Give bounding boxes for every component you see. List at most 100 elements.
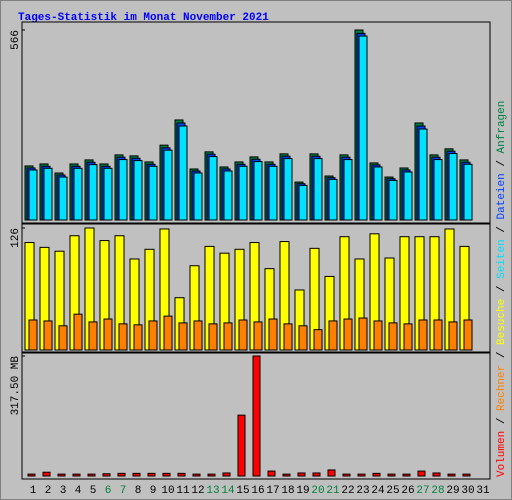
bar — [72, 473, 81, 477]
y-tick-label: 126 — [10, 228, 22, 248]
bar — [223, 170, 233, 221]
x-tick-label: 15 — [236, 485, 249, 497]
x-tick-label: 9 — [150, 485, 157, 497]
legend-separator: / — [496, 219, 508, 239]
legend-separator: / — [496, 153, 508, 173]
bar — [238, 319, 248, 351]
legend-entry: Volumen — [496, 431, 508, 477]
bar — [433, 159, 443, 221]
x-tick-label: 7 — [120, 485, 127, 497]
x-tick-label: 6 — [105, 485, 112, 497]
bar — [73, 167, 83, 221]
bar — [447, 473, 456, 477]
bar — [133, 324, 143, 351]
bar — [88, 164, 98, 221]
x-tick-label: 2 — [45, 485, 52, 497]
bar — [358, 35, 368, 221]
bar — [178, 322, 188, 351]
x-tick-label: 13 — [206, 485, 219, 497]
bar — [448, 321, 458, 351]
bar — [343, 318, 353, 351]
y-tick-label: 317.50 MB — [10, 356, 22, 416]
x-tick-label: 20 — [311, 485, 324, 497]
bar — [403, 171, 413, 221]
bar — [402, 473, 411, 477]
bar — [43, 320, 53, 351]
legend-entry: Rechner — [496, 365, 508, 411]
bar — [118, 159, 128, 221]
y-tick-label: 566 — [10, 30, 22, 50]
x-tick-label: 25 — [386, 485, 399, 497]
x-tick-label: 10 — [161, 485, 174, 497]
x-tick-label: 27 — [416, 485, 429, 497]
bar — [178, 125, 188, 221]
bar — [268, 165, 278, 221]
bar — [162, 472, 171, 477]
bar — [298, 184, 308, 221]
x-tick-label: 22 — [341, 485, 354, 497]
bar — [357, 473, 366, 477]
x-tick-label: 5 — [90, 485, 97, 497]
bar — [207, 473, 216, 477]
bar — [418, 128, 428, 221]
bar — [133, 160, 143, 221]
bar — [372, 472, 381, 477]
bar — [253, 321, 263, 351]
bar — [313, 329, 323, 351]
bar — [373, 166, 383, 221]
x-tick-label: 18 — [281, 485, 294, 497]
x-tick-label: 23 — [356, 485, 369, 497]
bar — [462, 473, 471, 477]
bar — [163, 315, 173, 351]
x-tick-label: 30 — [461, 485, 474, 497]
bar — [102, 473, 111, 477]
x-tick-label: 29 — [446, 485, 459, 497]
bar — [342, 473, 351, 477]
bar — [283, 323, 293, 351]
bar — [42, 471, 51, 477]
legend: Volumen / Rechner / Besuche / Seiten / D… — [496, 101, 508, 477]
x-tick-label: 26 — [401, 485, 414, 497]
bar — [222, 472, 231, 477]
x-tick-label: 16 — [251, 485, 264, 497]
bar — [132, 472, 141, 477]
bar — [192, 473, 201, 477]
bar — [358, 317, 368, 351]
bar — [283, 158, 293, 221]
bar — [87, 473, 96, 477]
bar — [463, 163, 473, 221]
bar — [282, 473, 291, 477]
bar — [313, 158, 323, 221]
bar — [328, 178, 338, 221]
legend-entry: Besuche — [496, 299, 508, 345]
bar — [312, 472, 321, 477]
bar — [388, 179, 398, 221]
bar — [432, 472, 441, 477]
bar — [208, 323, 218, 351]
bar — [193, 320, 203, 351]
bar — [223, 322, 233, 351]
legend-separator: / — [496, 411, 508, 431]
bar — [327, 469, 336, 477]
x-tick-label: 12 — [191, 485, 204, 497]
bar — [403, 323, 413, 351]
x-tick-label: 21 — [326, 485, 340, 497]
bar — [118, 323, 128, 351]
bar — [328, 320, 338, 351]
bar — [148, 165, 158, 221]
x-tick-label: 31 — [476, 485, 490, 497]
bar — [253, 161, 263, 221]
bar — [387, 473, 396, 477]
x-tick-label: 11 — [176, 485, 190, 497]
bar — [117, 472, 126, 477]
bar — [298, 325, 308, 351]
bar — [237, 414, 246, 477]
bar — [28, 319, 38, 351]
bar — [208, 156, 218, 221]
x-tick-label: 24 — [371, 485, 385, 497]
legend-entry: Dateien — [496, 173, 508, 219]
bar — [463, 319, 473, 351]
x-tick-label: 8 — [135, 485, 142, 497]
x-tick-label: 28 — [431, 485, 444, 497]
